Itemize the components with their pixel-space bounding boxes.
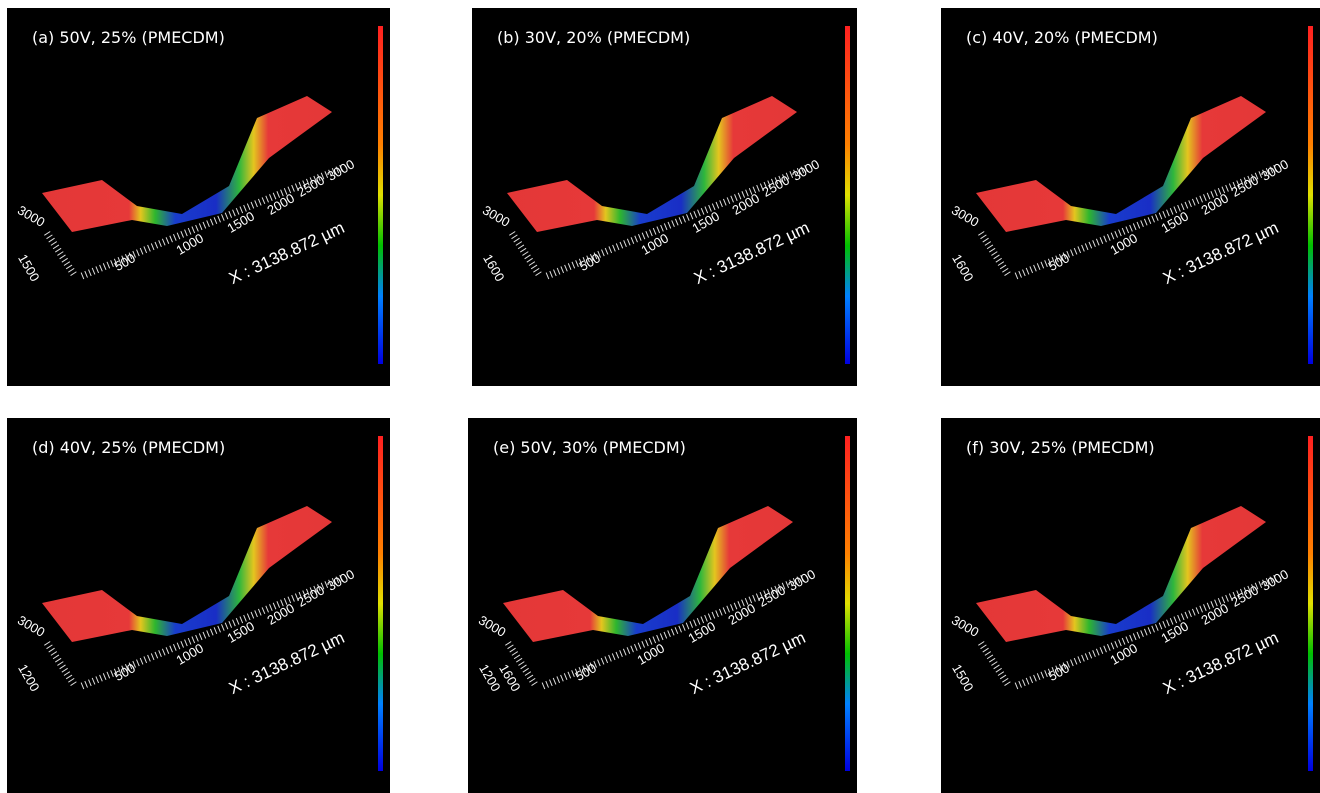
panel-label: (d) 40V, 25% (PMECDM) xyxy=(32,438,225,457)
panel-label: (f) 30V, 25% (PMECDM) xyxy=(966,438,1155,457)
color-bar xyxy=(1308,436,1313,771)
color-bar xyxy=(845,436,850,771)
panel-label: (b) 30V, 20% (PMECDM) xyxy=(497,28,690,47)
figure: (a) 50V, 25% (PMECDM)5001000150020002500… xyxy=(0,0,1320,793)
color-bar xyxy=(1308,26,1313,364)
page: {"panels": [ {"label": "(a) 50V, 25% (PM… xyxy=(0,0,1320,793)
color-bar xyxy=(378,26,383,364)
panel: (b) 30V, 20% (PMECDM)5001000150020002500… xyxy=(472,8,857,386)
panel: (e) 50V, 30% (PMECDM)5001000150020002500… xyxy=(468,418,857,793)
panel: (d) 40V, 25% (PMECDM)5001000150020002500… xyxy=(7,418,390,793)
panel: (f) 30V, 25% (PMECDM)5001000150020002500… xyxy=(941,418,1320,793)
color-bar xyxy=(845,26,850,364)
panel: (a) 50V, 25% (PMECDM)5001000150020002500… xyxy=(7,8,390,386)
panel-label: (e) 50V, 30% (PMECDM) xyxy=(493,438,686,457)
panel-label: (a) 50V, 25% (PMECDM) xyxy=(32,28,225,47)
panel: (c) 40V, 20% (PMECDM)5001000150020002500… xyxy=(941,8,1320,386)
panel-label: (c) 40V, 20% (PMECDM) xyxy=(966,28,1158,47)
color-bar xyxy=(378,436,383,771)
